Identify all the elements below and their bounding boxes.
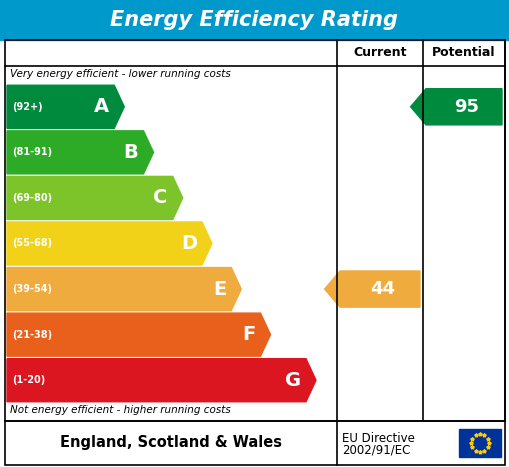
Bar: [459, 429, 501, 457]
Bar: [5, 421, 505, 465]
Bar: [0, 0, 509, 40]
Text: B: B: [124, 143, 138, 162]
Polygon shape: [7, 268, 241, 311]
Bar: [5, 40, 505, 421]
Text: (55-68): (55-68): [12, 239, 52, 248]
Polygon shape: [7, 313, 270, 356]
Text: (39-54): (39-54): [12, 284, 52, 294]
Text: F: F: [242, 325, 256, 344]
Text: E: E: [213, 280, 226, 298]
Polygon shape: [411, 89, 502, 125]
Text: C: C: [153, 188, 168, 207]
Polygon shape: [7, 222, 212, 265]
Text: D: D: [181, 234, 197, 253]
Text: G: G: [285, 371, 301, 390]
Text: Very energy efficient - lower running costs: Very energy efficient - lower running co…: [10, 69, 231, 79]
Polygon shape: [325, 271, 420, 307]
Text: Current: Current: [353, 47, 407, 59]
Text: (92+): (92+): [12, 102, 43, 112]
Polygon shape: [7, 177, 183, 219]
Text: 44: 44: [371, 280, 395, 298]
Text: (69-80): (69-80): [12, 193, 52, 203]
Polygon shape: [7, 85, 124, 128]
Text: England, Scotland & Wales: England, Scotland & Wales: [60, 436, 282, 451]
Polygon shape: [7, 131, 154, 174]
Text: A: A: [94, 97, 109, 116]
Text: (1-20): (1-20): [12, 375, 45, 385]
Text: 2002/91/EC: 2002/91/EC: [342, 444, 410, 457]
Polygon shape: [7, 359, 316, 402]
Text: EU Directive: EU Directive: [342, 432, 415, 445]
Text: Not energy efficient - higher running costs: Not energy efficient - higher running co…: [10, 405, 231, 415]
Text: (21-38): (21-38): [12, 330, 52, 340]
Text: 95: 95: [455, 98, 479, 116]
Text: Potential: Potential: [432, 47, 496, 59]
Text: (81-91): (81-91): [12, 148, 52, 157]
Text: Energy Efficiency Rating: Energy Efficiency Rating: [110, 10, 399, 30]
